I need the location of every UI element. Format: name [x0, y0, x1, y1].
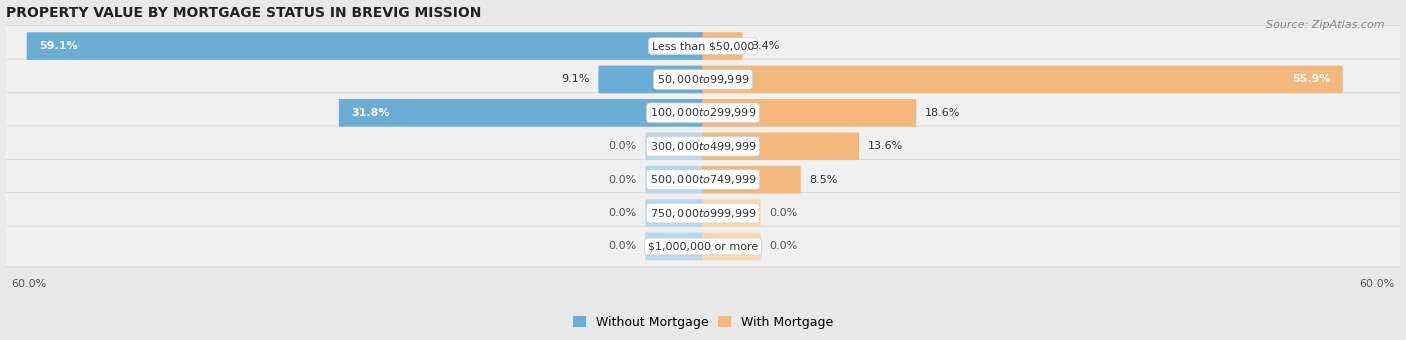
- FancyBboxPatch shape: [703, 32, 742, 60]
- Text: Source: ZipAtlas.com: Source: ZipAtlas.com: [1267, 20, 1385, 30]
- Text: 0.0%: 0.0%: [609, 175, 637, 185]
- Text: 60.0%: 60.0%: [1360, 279, 1395, 289]
- FancyBboxPatch shape: [4, 193, 1402, 234]
- Text: 13.6%: 13.6%: [868, 141, 903, 151]
- Text: 18.6%: 18.6%: [925, 108, 960, 118]
- Text: 0.0%: 0.0%: [769, 241, 797, 252]
- FancyBboxPatch shape: [703, 66, 1343, 93]
- Text: 0.0%: 0.0%: [609, 141, 637, 151]
- FancyBboxPatch shape: [27, 32, 703, 60]
- Text: $300,000 to $499,999: $300,000 to $499,999: [650, 140, 756, 153]
- FancyBboxPatch shape: [4, 59, 1402, 100]
- FancyBboxPatch shape: [703, 132, 859, 160]
- Text: $1,000,000 or more: $1,000,000 or more: [648, 241, 758, 252]
- FancyBboxPatch shape: [703, 166, 801, 193]
- Text: $750,000 to $999,999: $750,000 to $999,999: [650, 206, 756, 220]
- FancyBboxPatch shape: [645, 199, 703, 227]
- Text: 8.5%: 8.5%: [810, 175, 838, 185]
- Text: PROPERTY VALUE BY MORTGAGE STATUS IN BREVIG MISSION: PROPERTY VALUE BY MORTGAGE STATUS IN BRE…: [6, 5, 481, 20]
- Text: 0.0%: 0.0%: [769, 208, 797, 218]
- Text: 59.1%: 59.1%: [39, 41, 77, 51]
- Text: Less than $50,000: Less than $50,000: [652, 41, 754, 51]
- FancyBboxPatch shape: [703, 99, 917, 127]
- Text: $100,000 to $299,999: $100,000 to $299,999: [650, 106, 756, 119]
- Text: 60.0%: 60.0%: [11, 279, 46, 289]
- Text: 3.4%: 3.4%: [751, 41, 779, 51]
- Text: 0.0%: 0.0%: [609, 208, 637, 218]
- Text: 55.9%: 55.9%: [1292, 74, 1330, 84]
- FancyBboxPatch shape: [599, 66, 703, 93]
- FancyBboxPatch shape: [4, 126, 1402, 167]
- Text: 31.8%: 31.8%: [352, 108, 389, 118]
- FancyBboxPatch shape: [339, 99, 703, 127]
- FancyBboxPatch shape: [4, 159, 1402, 200]
- FancyBboxPatch shape: [645, 132, 703, 160]
- Text: 9.1%: 9.1%: [561, 74, 589, 84]
- FancyBboxPatch shape: [4, 226, 1402, 267]
- Text: 0.0%: 0.0%: [609, 241, 637, 252]
- FancyBboxPatch shape: [4, 92, 1402, 133]
- Legend: Without Mortgage, With Mortgage: Without Mortgage, With Mortgage: [568, 311, 838, 334]
- Text: $50,000 to $99,999: $50,000 to $99,999: [657, 73, 749, 86]
- FancyBboxPatch shape: [645, 166, 703, 193]
- Text: $500,000 to $749,999: $500,000 to $749,999: [650, 173, 756, 186]
- FancyBboxPatch shape: [4, 26, 1402, 66]
- FancyBboxPatch shape: [703, 199, 761, 227]
- FancyBboxPatch shape: [703, 233, 761, 260]
- FancyBboxPatch shape: [645, 233, 703, 260]
